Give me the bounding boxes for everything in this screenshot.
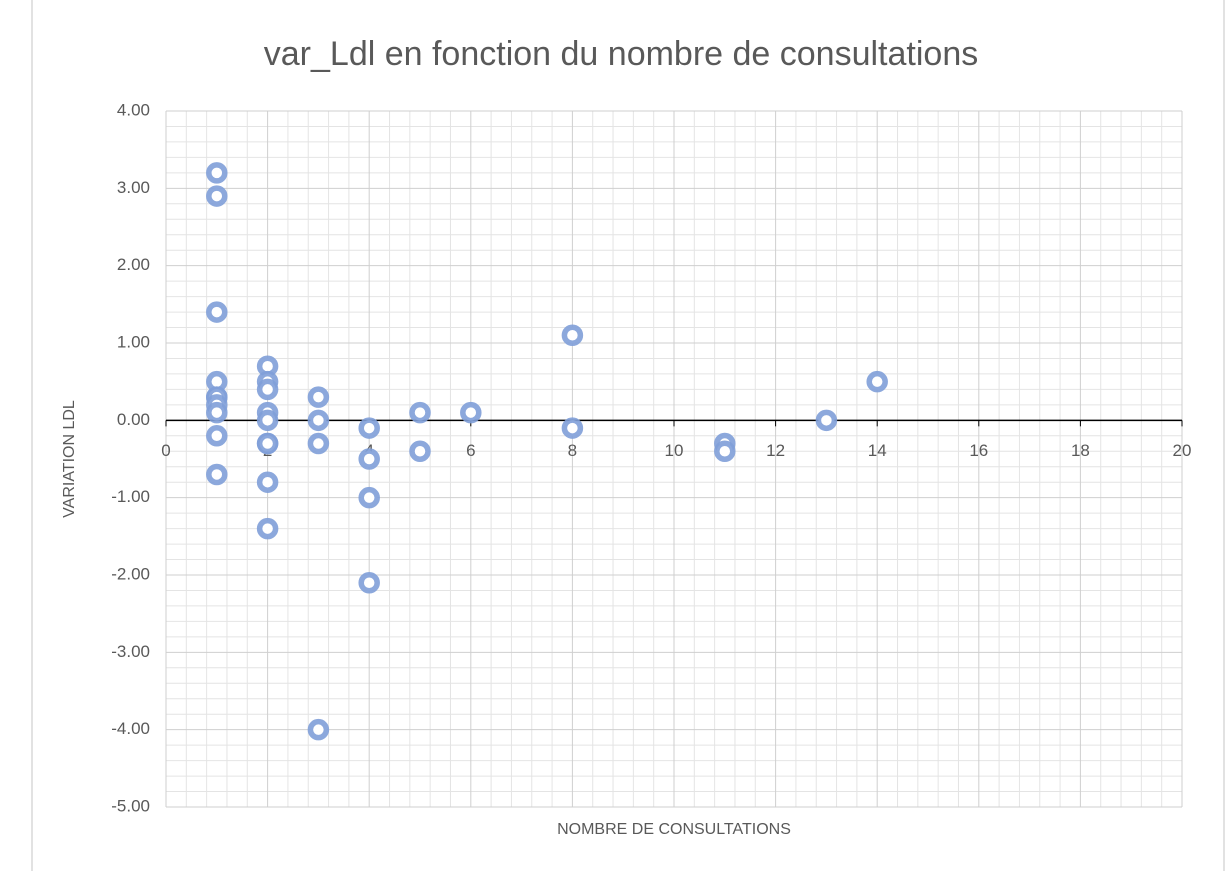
y-tick-label: 3.00 xyxy=(117,178,150,197)
point xyxy=(460,401,482,424)
point xyxy=(561,417,584,439)
x-tick-label: 0 xyxy=(161,441,170,460)
x-tick-label: 8 xyxy=(568,441,577,460)
x-tick-label: 6 xyxy=(466,441,475,460)
x-tick-label: 10 xyxy=(665,441,684,460)
point xyxy=(358,486,380,509)
point xyxy=(206,301,228,323)
y-tick-label: -5.00 xyxy=(111,796,150,815)
grid xyxy=(165,110,1183,808)
point xyxy=(358,448,380,470)
y-tick-label: 1.00 xyxy=(117,332,150,351)
point xyxy=(206,185,228,207)
y-tick-label: -2.00 xyxy=(111,564,150,583)
y-tick-label: 2.00 xyxy=(117,255,150,274)
y-tick-label: -4.00 xyxy=(111,719,150,738)
x-tick-label: 12 xyxy=(766,441,785,460)
y-tick-label: 0.00 xyxy=(117,410,150,429)
point xyxy=(206,425,228,447)
x-tick-label: 20 xyxy=(1173,441,1192,460)
point xyxy=(714,440,736,463)
y-tick-label: -3.00 xyxy=(111,642,150,661)
point xyxy=(307,386,330,408)
x-tick-label: 16 xyxy=(969,441,988,460)
point xyxy=(561,324,584,347)
point xyxy=(866,370,888,393)
point xyxy=(206,401,228,424)
y-tick-label: 4.00 xyxy=(117,100,150,119)
point xyxy=(358,571,380,594)
point xyxy=(409,401,431,424)
point xyxy=(409,440,431,463)
point xyxy=(307,409,330,432)
y-tick-label: -1.00 xyxy=(111,487,150,506)
point xyxy=(358,417,380,439)
point xyxy=(256,471,279,493)
point xyxy=(307,718,330,741)
point xyxy=(256,432,279,455)
point xyxy=(206,463,228,486)
point xyxy=(256,517,279,540)
x-tick-label: 14 xyxy=(868,441,887,460)
chart-title: var_Ldl en fonction du nombre de consult… xyxy=(264,35,978,73)
x-axis-title: NOMBRE DE CONSULTATIONS xyxy=(557,821,791,838)
point xyxy=(256,409,279,432)
point xyxy=(815,409,838,432)
x-tick-label: 18 xyxy=(1071,441,1090,460)
point xyxy=(256,378,279,401)
point xyxy=(307,432,330,455)
point xyxy=(206,162,228,184)
y-axis-title: VARIATION LDL xyxy=(61,400,78,518)
